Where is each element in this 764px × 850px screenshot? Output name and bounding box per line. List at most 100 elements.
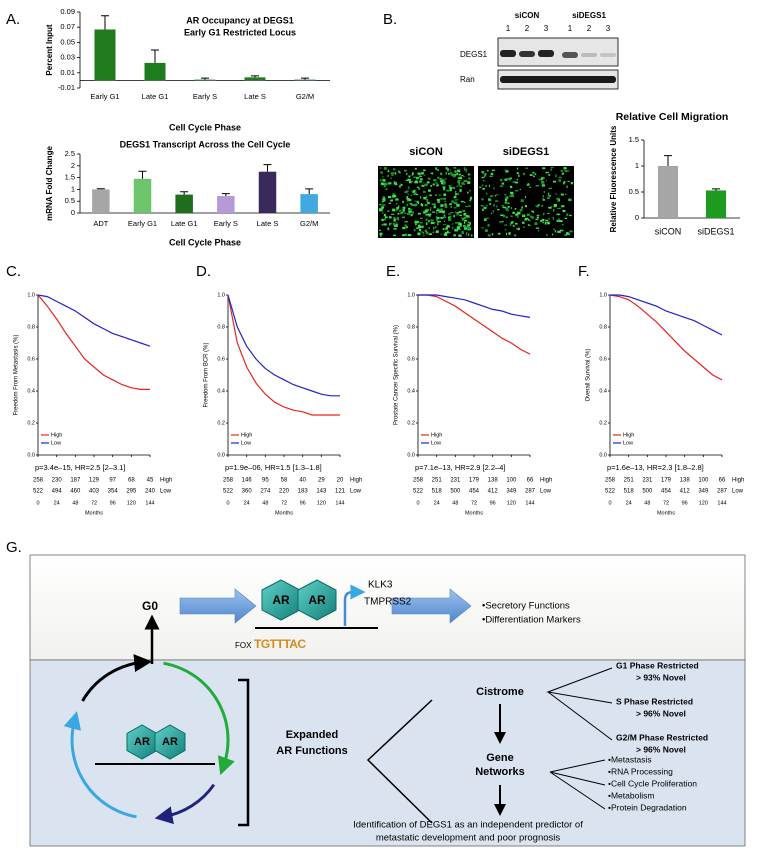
cycle-arrow <box>81 654 153 702</box>
y-tick-label: 2 <box>71 161 75 170</box>
cell-spot <box>427 202 429 204</box>
cell-spot <box>542 221 544 224</box>
cell-spot <box>458 181 460 185</box>
blot-band <box>538 50 554 57</box>
cell-spot <box>489 195 494 197</box>
cell-spot <box>454 228 456 232</box>
cell-spot <box>549 187 552 190</box>
risk-count: 287 <box>717 489 728 495</box>
cell-spot <box>406 199 409 202</box>
cell-spot <box>430 221 434 225</box>
micrograph <box>478 166 574 238</box>
cell-spot <box>398 172 401 174</box>
survival-curve <box>609 294 723 381</box>
cell-spot <box>379 167 382 169</box>
cell-spot <box>553 228 555 231</box>
legend-label: Low <box>241 440 251 446</box>
cell-spot <box>425 198 429 200</box>
risk-count: 138 <box>488 478 499 484</box>
cell-spot <box>408 175 411 178</box>
x-tick-label: 96 <box>682 500 688 506</box>
cell-spot <box>428 227 430 229</box>
cell-spot <box>390 172 395 175</box>
cell-spot <box>464 180 468 182</box>
cell-spot <box>404 221 408 223</box>
cell-spot <box>413 228 416 232</box>
cell-spot <box>392 222 395 226</box>
cell-spot <box>513 234 517 237</box>
cell-spot <box>493 203 495 207</box>
cell-spot <box>467 228 471 231</box>
cell-spot <box>484 175 486 178</box>
cell-spot <box>570 182 574 185</box>
cell-spot <box>512 211 515 214</box>
cell-spot <box>449 188 452 192</box>
x-tick-label: G2/M <box>300 219 318 228</box>
y-tick-label: 0.09 <box>60 7 75 16</box>
x-tick-label: 0 <box>416 500 419 506</box>
risk-count: 66 <box>527 478 534 484</box>
phase-name: S Phase Restricted <box>616 696 693 706</box>
error-bar <box>180 191 189 195</box>
cell-spot <box>444 200 446 203</box>
cell-spot <box>509 185 513 189</box>
cell-spot <box>425 231 429 235</box>
x-tick-label: Early G1 <box>90 92 119 101</box>
cycle-arrow <box>154 783 216 825</box>
cell-spot <box>436 218 438 221</box>
cell-spot <box>436 220 439 223</box>
cell-spot <box>466 231 468 234</box>
error-bar <box>301 77 309 80</box>
risk-count: 66 <box>719 478 726 484</box>
phase-name: G1 Phase Restricted <box>616 660 699 670</box>
model-diagram: G0 AR AR KLK3 TMPRSS2 FOX TGTTTAC •Secre… <box>29 554 746 847</box>
cell-spot <box>508 232 511 235</box>
cell-spot <box>521 214 526 218</box>
cell-spot <box>463 221 466 224</box>
y-tick-label: 0.5 <box>629 187 639 196</box>
cell-spot <box>542 198 544 200</box>
cell-spot <box>458 222 461 225</box>
cell-spot <box>533 175 535 178</box>
cell-spot <box>379 229 381 231</box>
cell-spot <box>382 212 384 215</box>
cell-spot <box>505 178 510 180</box>
cell-spot <box>517 215 519 218</box>
cistrome-label: Cistrome <box>476 686 524 698</box>
x-tick-label: siCON <box>655 226 682 236</box>
cell-spot <box>499 185 504 187</box>
cycle-arrow <box>63 711 137 819</box>
cell-spot <box>458 222 462 226</box>
x-tick-label: 0 <box>36 500 39 506</box>
x-tick-label: 120 <box>317 500 326 506</box>
cell-spot <box>431 203 435 205</box>
cell-spot <box>536 214 540 216</box>
cell-spot <box>395 222 398 224</box>
cell-spot <box>414 181 416 184</box>
cell-spot <box>500 214 504 217</box>
cell-spot <box>382 204 386 206</box>
cell-spot <box>425 222 428 225</box>
cell-spot <box>393 228 397 230</box>
y-axis-label: Prostate Cancer Specific Survival (%) <box>394 325 400 425</box>
blot-row-label: Ran <box>460 75 475 84</box>
error-bar <box>96 188 105 190</box>
cell-spot <box>542 167 546 170</box>
cell-spot <box>416 186 419 188</box>
cell-spot <box>415 180 419 184</box>
cell-spot <box>447 172 450 175</box>
cell-spot <box>456 226 461 228</box>
cell-spot <box>454 229 458 232</box>
cell-spot <box>405 233 407 236</box>
x-tick-label: G2/M <box>296 92 314 101</box>
cell-spot <box>542 195 544 198</box>
cell-spot <box>465 215 469 218</box>
cell-spot <box>456 212 459 214</box>
legend-label: Low <box>431 440 441 446</box>
cell-spot <box>494 194 497 197</box>
y-tick-label: 1.0 <box>407 292 415 298</box>
cell-spot <box>398 185 401 188</box>
cell-spot <box>514 181 519 184</box>
cell-spot <box>464 201 466 203</box>
cell-spot <box>504 229 507 231</box>
